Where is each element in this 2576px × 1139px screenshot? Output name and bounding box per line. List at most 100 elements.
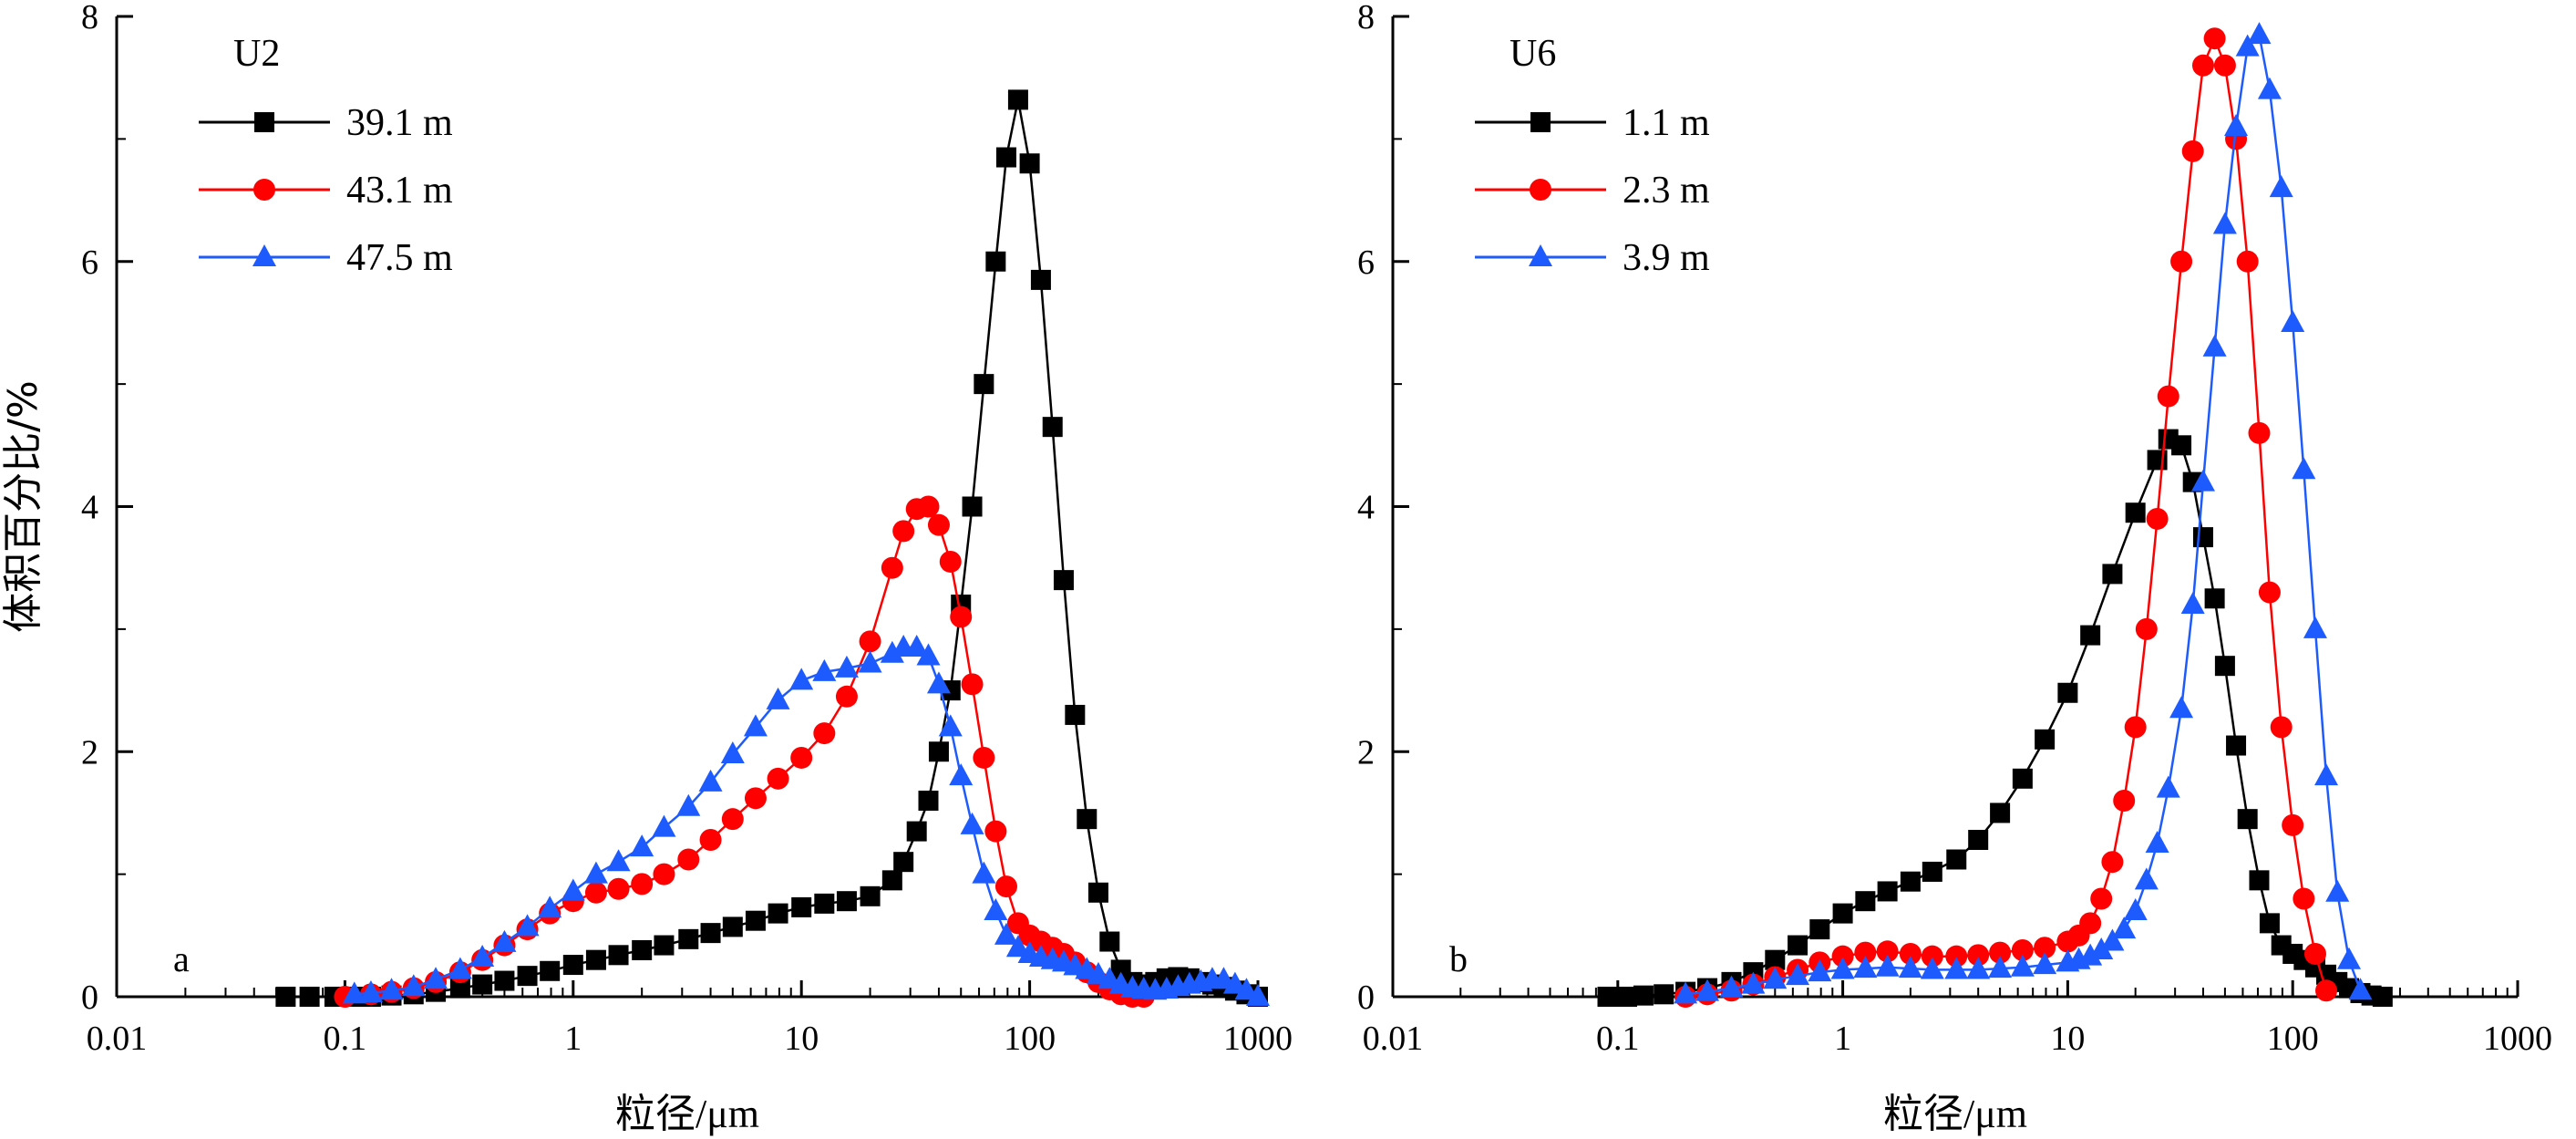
data-point bbox=[950, 606, 973, 628]
data-point bbox=[994, 875, 1017, 898]
data-point bbox=[916, 643, 941, 666]
data-point bbox=[2057, 682, 2078, 703]
data-point bbox=[2212, 212, 2237, 234]
data-point bbox=[561, 878, 585, 901]
data-point bbox=[881, 556, 903, 579]
data-point bbox=[2169, 696, 2194, 719]
data-point bbox=[1529, 244, 1552, 266]
data-point bbox=[606, 849, 631, 872]
data-point bbox=[676, 793, 701, 816]
data-point bbox=[984, 820, 1007, 843]
data-point bbox=[1087, 882, 1108, 903]
data-point bbox=[2011, 938, 2034, 961]
data-point bbox=[698, 769, 723, 792]
data-point bbox=[974, 374, 994, 395]
data-point bbox=[1854, 941, 1877, 964]
series-39-1-m bbox=[275, 89, 1268, 1007]
data-point bbox=[2337, 947, 2362, 969]
data-point bbox=[1530, 179, 1551, 201]
data-point bbox=[2237, 809, 2258, 830]
data-point bbox=[2224, 113, 2249, 136]
data-point bbox=[1966, 957, 1991, 979]
data-point bbox=[1674, 981, 1698, 1004]
data-point bbox=[1065, 704, 1086, 725]
data-point bbox=[1830, 957, 1855, 979]
legend-label: 47.5 m bbox=[346, 237, 453, 279]
legend-entry: 47.5 m bbox=[199, 237, 453, 279]
y-tick-label: 0 bbox=[1357, 979, 1375, 1017]
data-point bbox=[1922, 861, 1942, 882]
data-point bbox=[721, 808, 744, 831]
data-point bbox=[2314, 763, 2339, 786]
data-point bbox=[2078, 943, 2103, 966]
x-tick-label: 0.1 bbox=[1596, 1020, 1640, 1058]
x-tick-label: 100 bbox=[1004, 1020, 1056, 1058]
data-point bbox=[1654, 984, 1674, 1005]
data-point bbox=[892, 520, 915, 543]
data-point bbox=[678, 928, 699, 949]
data-point bbox=[1077, 809, 1097, 830]
x-tick-label: 10 bbox=[784, 1020, 819, 1058]
data-point bbox=[2248, 421, 2271, 444]
data-point bbox=[379, 978, 404, 1000]
data-point bbox=[2257, 77, 2282, 99]
data-point bbox=[2090, 887, 2113, 910]
data-point bbox=[1944, 957, 1969, 979]
data-point bbox=[928, 741, 949, 762]
data-point bbox=[2035, 729, 2056, 750]
data-point bbox=[2258, 581, 2281, 604]
data-point bbox=[1763, 967, 1788, 989]
data-point bbox=[517, 966, 538, 987]
data-point bbox=[653, 863, 675, 885]
legend-entry: 43.1 m bbox=[199, 170, 453, 212]
data-point bbox=[1899, 942, 1922, 965]
data-point bbox=[1876, 940, 1899, 963]
data-point bbox=[904, 635, 929, 658]
data-point bbox=[630, 834, 654, 857]
panel-a: 0.01 0.1 1 10 100 1000 0 2 4 6 8 粒径/μm 体积百分比/% U2 39.1… bbox=[0, 0, 1293, 1136]
data-point bbox=[2236, 250, 2259, 273]
data-point bbox=[790, 746, 813, 769]
data-point bbox=[812, 658, 837, 681]
data-point bbox=[253, 179, 275, 201]
data-point bbox=[699, 829, 722, 851]
data-point bbox=[1898, 956, 1922, 979]
data-point bbox=[961, 673, 984, 696]
data-point bbox=[745, 910, 766, 931]
data-point bbox=[859, 630, 881, 653]
data-point bbox=[677, 848, 700, 871]
data-point bbox=[540, 960, 561, 981]
data-point bbox=[791, 896, 812, 917]
data-point bbox=[789, 668, 814, 690]
data-point bbox=[424, 967, 448, 989]
data-point bbox=[2034, 937, 2056, 959]
data-point bbox=[654, 935, 675, 956]
data-point bbox=[2191, 54, 2214, 77]
data-point bbox=[2192, 527, 2213, 548]
data-point bbox=[917, 495, 940, 518]
data-point bbox=[720, 740, 745, 763]
data-point bbox=[2270, 716, 2293, 739]
data-point bbox=[1809, 919, 1830, 940]
data-point bbox=[1719, 975, 1744, 998]
data-point bbox=[2247, 22, 2272, 45]
data-point bbox=[1855, 891, 1876, 912]
data-point bbox=[562, 955, 583, 976]
x-tick-label: 100 bbox=[2267, 1020, 2319, 1058]
x-axis-label: 粒径/μm bbox=[1883, 1092, 2027, 1136]
data-point bbox=[722, 916, 743, 937]
data-point bbox=[1099, 931, 1120, 952]
data-point bbox=[1946, 849, 1967, 870]
data-point bbox=[2089, 937, 2114, 959]
data-point bbox=[401, 974, 426, 997]
legend-label: 43.1 m bbox=[346, 170, 453, 212]
x-tick-label: 0.01 bbox=[87, 1020, 148, 1058]
data-point bbox=[2180, 592, 2205, 614]
data-point bbox=[1597, 987, 1618, 1007]
data-point bbox=[2171, 435, 2192, 456]
series-line bbox=[1685, 32, 2362, 996]
y-tick-label: 6 bbox=[1357, 243, 1375, 282]
data-point bbox=[743, 714, 768, 737]
series-2-3-m bbox=[1674, 27, 2338, 1008]
data-point bbox=[2100, 928, 2125, 951]
